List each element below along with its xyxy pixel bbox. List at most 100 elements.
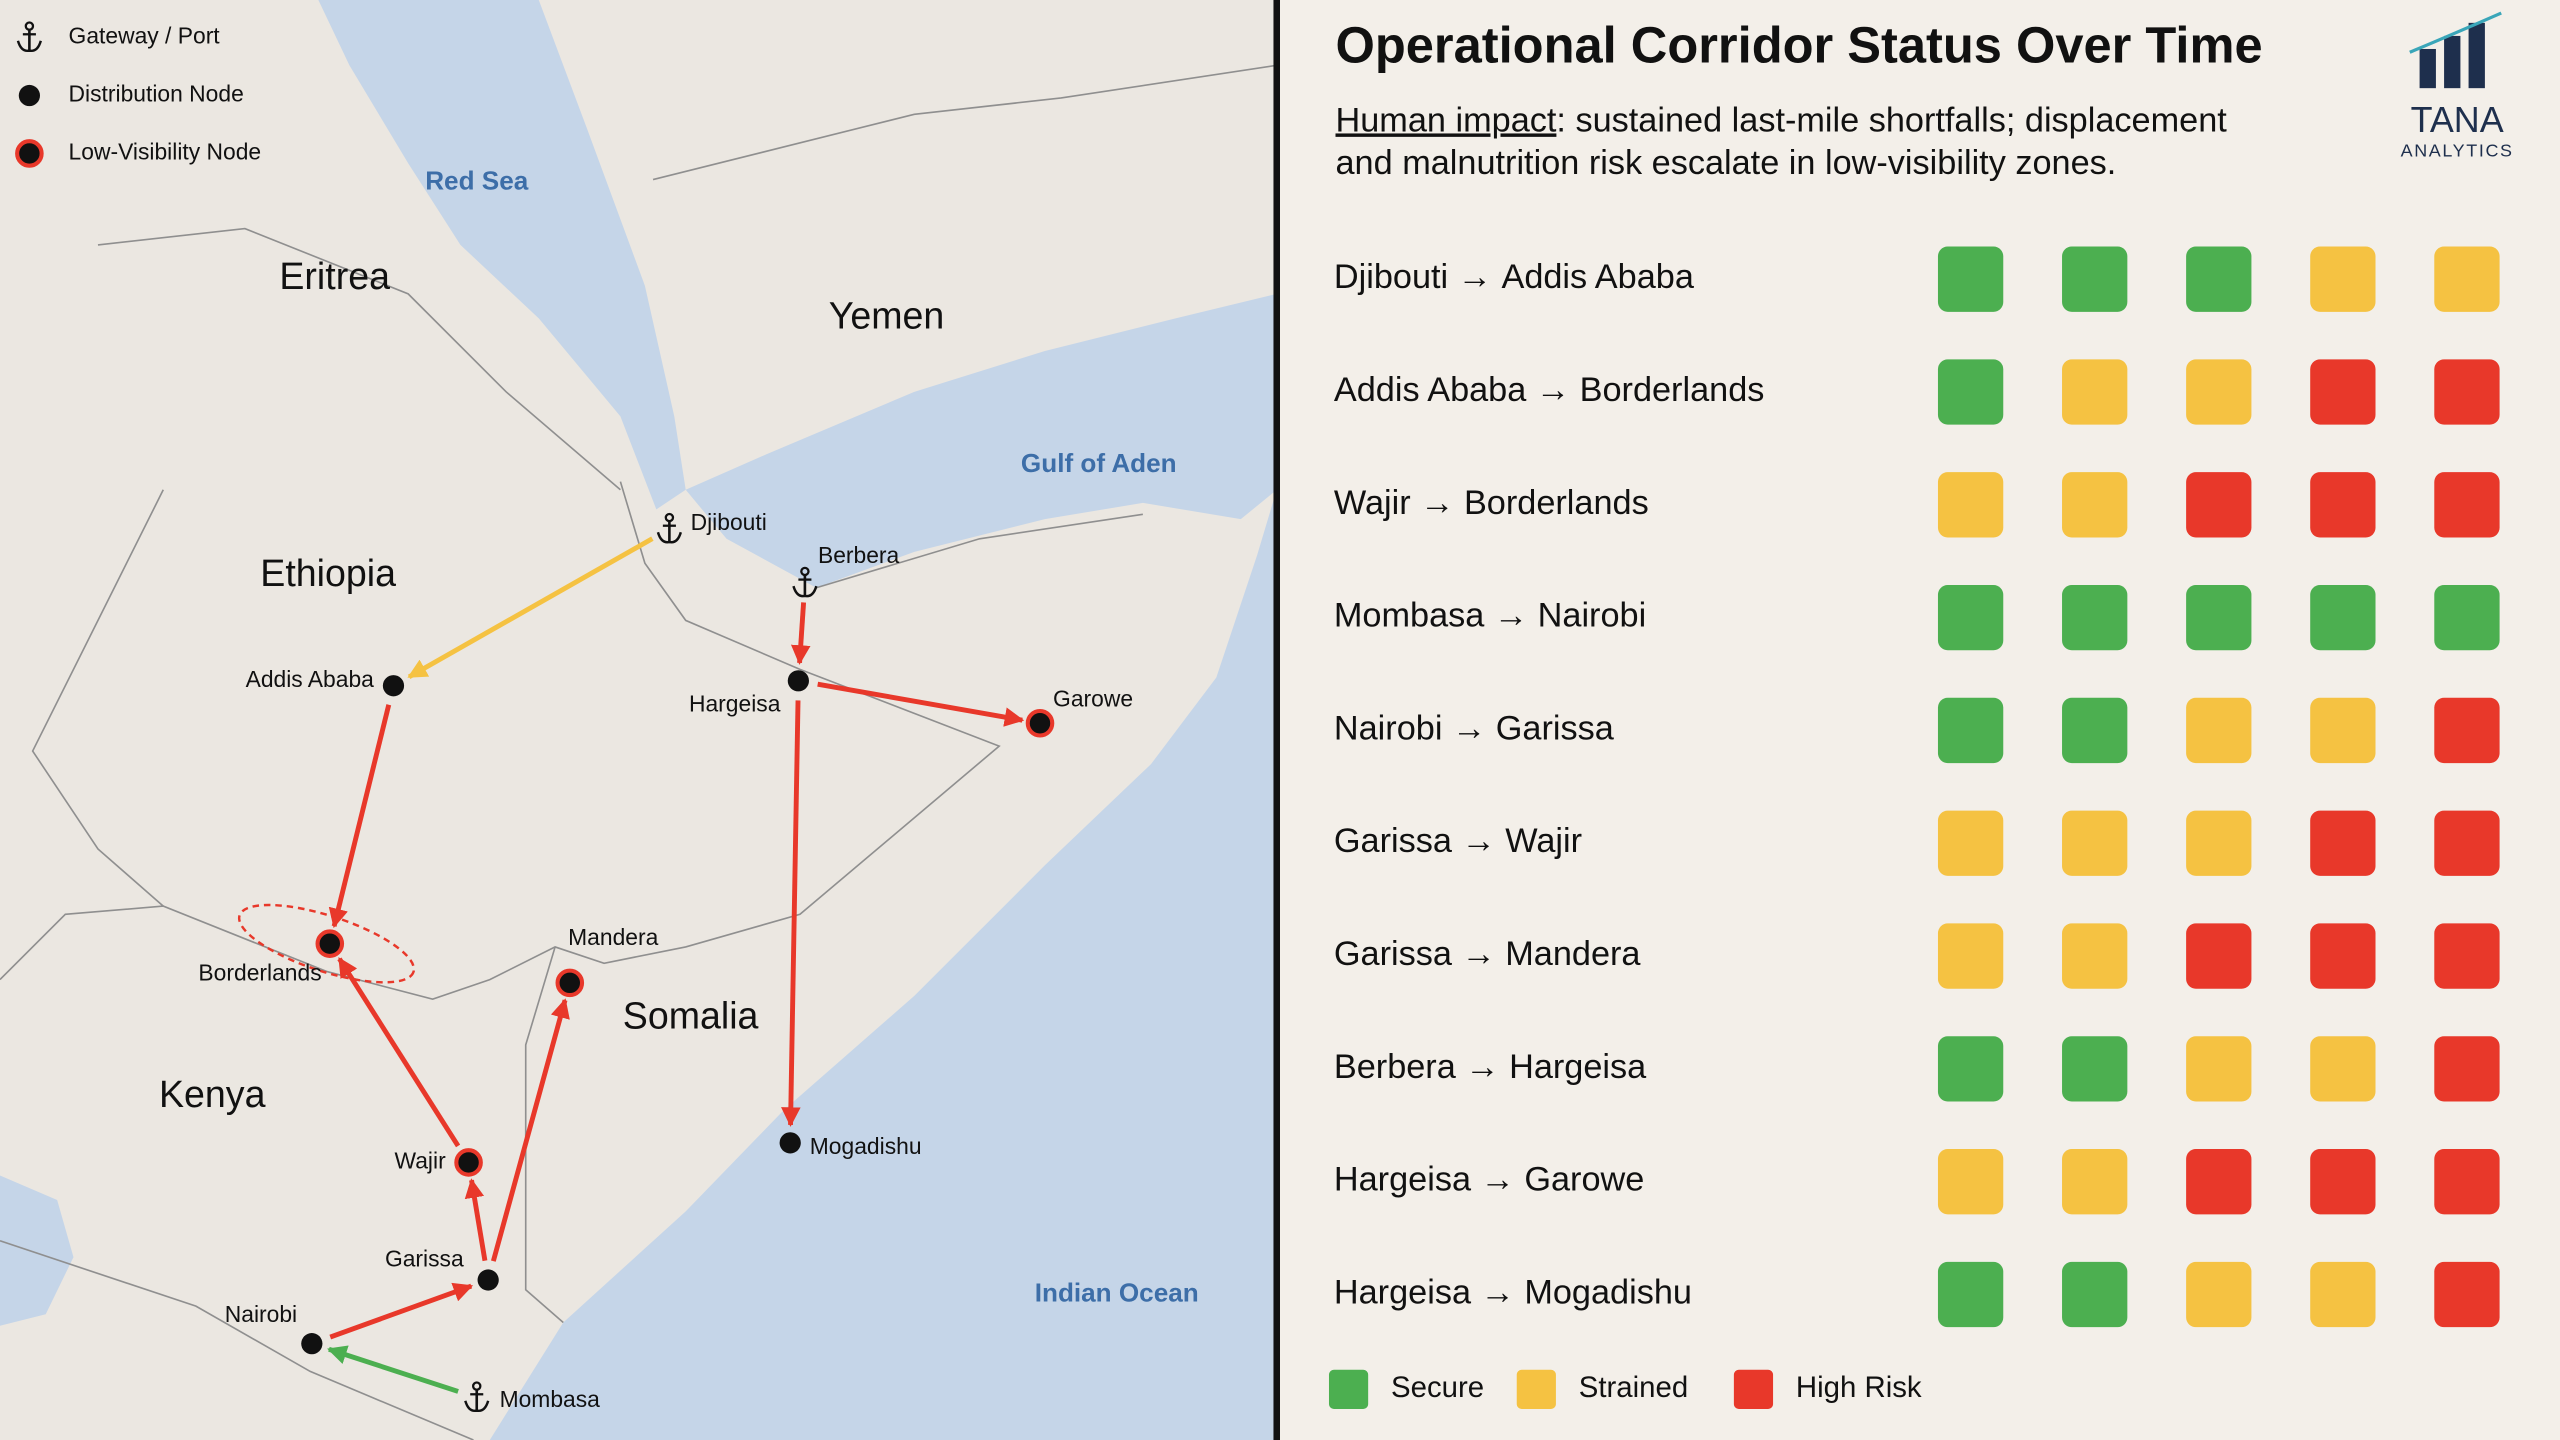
status-cell <box>2434 810 2500 876</box>
legend-swatch <box>1516 1369 1556 1409</box>
anchor-icon <box>792 566 818 598</box>
ocean-water <box>489 489 1277 1440</box>
status-cell <box>2310 1261 2376 1328</box>
status-cell <box>1937 1036 2004 1102</box>
nodes: Djibouti Berbera Addis Ababa Hargeisa Garowe… <box>198 509 1133 1413</box>
status-cell <box>2434 359 2500 425</box>
corridor-from: Hargeisa <box>1334 1274 1472 1312</box>
corridor-from: Garissa <box>1334 822 1453 860</box>
legend-label: Secure <box>1391 1371 1484 1404</box>
sea-label: Gulf of Aden <box>1021 448 1177 478</box>
corridor-label: Djibouti → Addis Ababa <box>1334 258 1695 296</box>
status-cell <box>1937 359 2004 425</box>
corridor-label: Nairobi → Garissa <box>1334 710 1615 748</box>
node-dot <box>18 84 40 107</box>
node-label: Nairobi <box>225 1301 297 1327</box>
node-dot <box>382 675 405 697</box>
corridor-arrow: → <box>1452 822 1505 860</box>
status-cell <box>2310 1149 2376 1215</box>
node-dot <box>454 1148 483 1177</box>
status-cell <box>2186 697 2252 764</box>
status-cell <box>2310 697 2376 764</box>
status-cell <box>2310 359 2376 425</box>
corridor-label: Berbera → Hargeisa <box>1334 1048 1647 1086</box>
corridor-from: Wajir <box>1334 484 1411 522</box>
corridor-to: Addis Ababa <box>1501 258 1694 296</box>
corridor-label: Garissa → Mandera <box>1334 935 1642 973</box>
status-cell <box>2434 1036 2500 1102</box>
subtitle-lead: Human impact <box>1336 102 1557 140</box>
country-label: Yemen <box>829 294 945 336</box>
node-label: Garowe <box>1053 685 1133 711</box>
map-legend: Gateway / Port Distribution Node Low-Visib… <box>15 21 262 168</box>
node-dot <box>555 968 585 998</box>
status-cell <box>2062 1149 2128 1215</box>
corridor-arrow: → <box>1471 1161 1524 1199</box>
corridor-label: Addis Ababa → Borderlands <box>1334 371 1765 409</box>
logo-bar <box>2468 22 2485 89</box>
node-label: Berbera <box>818 542 900 568</box>
status-cell <box>2434 923 2500 989</box>
status-cell <box>2062 584 2128 651</box>
country-label: Eritrea <box>279 255 390 297</box>
status-cell <box>2434 1261 2500 1328</box>
border <box>524 946 564 1324</box>
route-arrow <box>817 681 1025 727</box>
title: Operational Corridor Status Over Time <box>1336 16 2263 73</box>
corridor-to: Mogadishu <box>1524 1274 1692 1312</box>
status-cell <box>2434 697 2500 764</box>
status-cell <box>2062 246 2128 312</box>
anchor-fluke <box>656 531 682 544</box>
corridor-arrow: → <box>1452 935 1505 973</box>
corridor-to: Hargeisa <box>1509 1048 1647 1086</box>
node-label: Mogadishu <box>810 1133 922 1159</box>
corridor-label: Hargeisa → Garowe <box>1334 1161 1644 1199</box>
anchor-fluke <box>464 1400 490 1413</box>
corridor-label: Mombasa → Nairobi <box>1334 597 1646 635</box>
status-cell <box>2186 1261 2252 1328</box>
corridor-from: Nairobi <box>1334 710 1443 748</box>
status-cell <box>1937 1261 2004 1328</box>
map-legend-label: Low-Visibility Node <box>69 139 262 165</box>
corridor-from: Addis Ababa <box>1334 371 1527 409</box>
status-cell <box>2186 810 2252 876</box>
border <box>652 64 1277 181</box>
anchor-fluke <box>16 40 42 53</box>
status-cell <box>2186 923 2252 989</box>
red-sea-water <box>318 0 686 510</box>
status-cell <box>1937 584 2004 651</box>
node-label: Addis Ababa <box>246 666 375 692</box>
corridor-arrow: → <box>1471 1274 1524 1312</box>
status-cell <box>2062 810 2128 876</box>
corridor-label: Wajir → Borderlands <box>1334 484 1649 522</box>
node-dot <box>15 139 44 168</box>
map: Djibouti Berbera Addis Ababa Hargeisa Garowe… <box>0 0 1277 1440</box>
gulf-water <box>685 293 1277 588</box>
status-cell <box>2310 810 2376 876</box>
corridor-arrow: → <box>1526 371 1579 409</box>
status-cell <box>2310 1036 2376 1102</box>
status-cell <box>2062 923 2128 989</box>
sea-label: Red Sea <box>425 166 529 196</box>
legend-swatch <box>1733 1369 1774 1409</box>
status-cell <box>2062 1261 2128 1328</box>
legend-label: High Risk <box>1796 1371 1922 1404</box>
corridor-from: Mombasa <box>1334 597 1485 635</box>
map-legend-label: Distribution Node <box>69 81 244 107</box>
status-cell <box>2434 246 2500 312</box>
status-cell <box>2310 923 2376 989</box>
corridor-arrow: → <box>1456 1048 1509 1086</box>
border <box>31 489 164 907</box>
route-arrow <box>329 1282 474 1340</box>
route-arrow <box>490 998 570 1262</box>
node-label: Wajir <box>395 1147 447 1173</box>
corridor-to: Mandera <box>1505 935 1641 973</box>
status-cell <box>2310 246 2376 312</box>
status-cell <box>2310 584 2376 651</box>
corridor-from: Berbera <box>1334 1048 1457 1086</box>
route-arrow <box>337 957 461 1148</box>
status-cell <box>2434 584 2500 651</box>
corridor-arrow: → <box>1442 710 1495 748</box>
status-cell <box>1937 246 2004 312</box>
